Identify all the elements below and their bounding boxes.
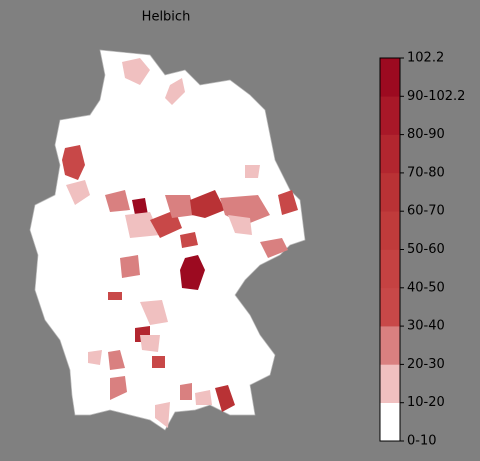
colorbar-band [380,134,400,174]
region [190,190,225,218]
region [245,165,260,178]
region [180,255,205,290]
colorbar-label: 40-50 [407,280,445,295]
region [62,145,85,180]
map-title: Helbich [142,10,191,25]
region [132,198,148,215]
region [195,390,212,405]
region [140,300,168,325]
region [228,215,252,235]
colorbar-band [380,58,400,97]
region [165,78,185,105]
colorbar-label: 30-40 [407,319,445,334]
region [120,255,140,278]
colorbar-band [380,364,400,403]
colorbar-band [380,287,400,327]
colorbar-band [380,211,400,250]
regions [62,58,298,428]
colorbar-label: 80-90 [407,127,445,142]
region [88,350,102,365]
region [105,190,130,212]
germany-map [29,49,306,431]
colorbar-label: 0-10 [407,434,437,449]
region [152,356,165,368]
colorbar-label: 70-80 [407,165,445,180]
region [140,335,160,352]
colorbar-label: 60-70 [407,204,445,219]
region [260,238,288,258]
colorbar-band [380,402,400,442]
region [108,292,122,300]
colorbar-label: 90-102.2 [407,89,465,104]
region [155,402,170,428]
colorbar-band [380,172,400,212]
colorbar-label: 10-20 [407,395,445,410]
colorbar-label: 102.2 [407,51,444,66]
region [180,383,192,400]
region [180,232,198,248]
region [110,376,127,400]
colorbar-label: 50-60 [407,242,445,257]
region [165,195,195,218]
colorbar-band [380,249,400,289]
colorbar-label: 20-30 [407,357,445,372]
region [108,350,125,370]
region [215,385,235,412]
colorbar: 0-10 10-20 20-30 30-40 40-50 50-60 60-70 70-80 8… [379,51,465,449]
colorbar-band [380,326,400,365]
region [278,190,298,215]
region [125,212,160,238]
region [66,180,90,205]
colorbar-band [380,96,400,135]
region [122,58,150,85]
